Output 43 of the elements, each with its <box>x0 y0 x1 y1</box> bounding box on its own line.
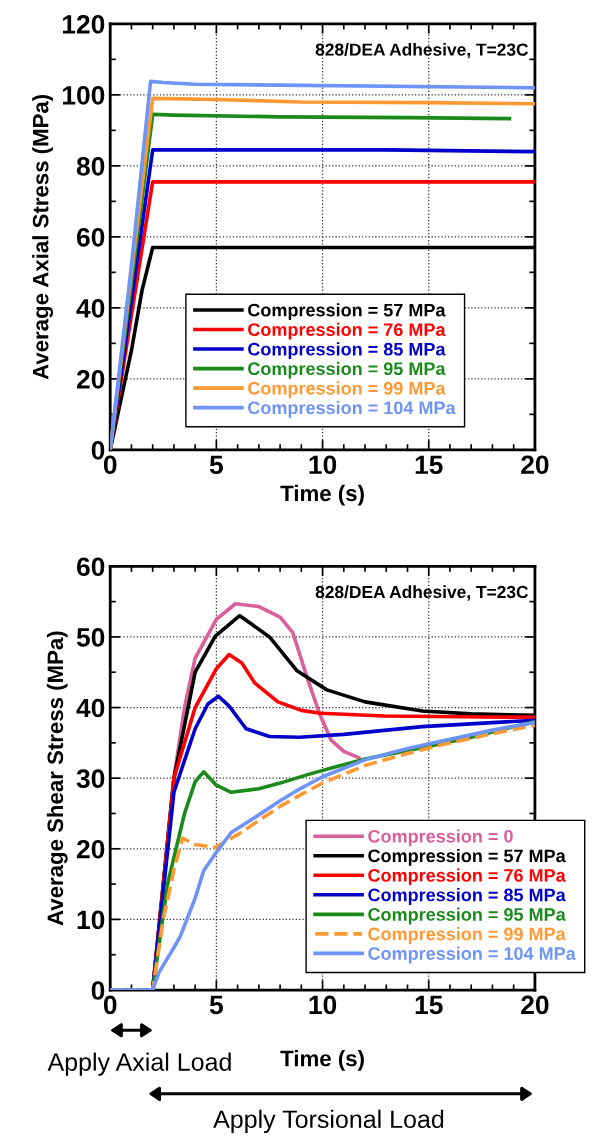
y-tick-label: 40 <box>76 698 105 718</box>
x-tick-label: 20 <box>521 455 549 475</box>
y-tick-label: 0 <box>91 440 105 460</box>
text: Apply Axial Load <box>47 1052 231 1076</box>
annotation: 828/DEA Adhesive, T=23C <box>315 43 529 59</box>
text: Apply Torsional Load <box>213 1109 444 1134</box>
legend-label: Compression = 95 MPa <box>368 907 566 925</box>
x-tick-label: 15 <box>415 455 443 475</box>
y-tick-label: 120 <box>62 14 105 34</box>
legend-label: Compression = 76 MPa <box>248 322 446 340</box>
x-tick-label: 5 <box>209 995 223 1015</box>
legend-label: Compression = 85 MPa <box>368 888 566 905</box>
y-tick-label: 10 <box>77 910 105 930</box>
y-tick-label: 20 <box>76 839 105 859</box>
legend-label: Compression = 85 MPa <box>248 342 446 360</box>
x-tick-label: 10 <box>309 455 337 475</box>
y-tick-label: 40 <box>76 298 105 318</box>
y-tick-label: 30 <box>76 769 105 789</box>
legend-label: Compression = 99 MPa <box>368 927 566 944</box>
annotation: 828/DEA Adhesive, T=23C <box>315 585 529 601</box>
legend-label: Compression = 0 <box>368 829 513 847</box>
y-axis-title: Average Axial Stress (MPa) <box>32 94 53 380</box>
x-tick-label: 10 <box>309 995 337 1015</box>
legend-label: Compression = 95 MPa <box>248 361 446 379</box>
y-tick-label: 0 <box>91 981 105 1000</box>
x-tick-label: 15 <box>415 995 443 1015</box>
legend-label: Compression = 104 MPa <box>248 400 456 418</box>
legend-label: Compression = 57 MPa <box>248 303 446 321</box>
y-tick-label: 100 <box>62 85 105 105</box>
x-tick-label: 20 <box>521 995 549 1015</box>
legend-label: Compression = 57 MPa <box>368 848 566 866</box>
y-tick-label: 80 <box>76 156 105 176</box>
y-tick-label: 60 <box>76 227 105 247</box>
y-axis-title: Average Shear Stress (MPa) <box>46 631 68 926</box>
x-tick-label: 5 <box>209 455 223 475</box>
legend-label: Compression = 99 MPa <box>248 381 446 399</box>
y-tick-label: 60 <box>76 557 105 577</box>
y-tick-label: 20 <box>76 369 105 389</box>
legend-label: Compression = 76 MPa <box>368 868 566 886</box>
legend-label: Compression = 104 MPa <box>368 946 576 964</box>
x-axis-title: Time (s) <box>280 1050 364 1071</box>
x-axis-title: Time (s) <box>280 484 364 506</box>
y-tick-label: 50 <box>76 628 105 647</box>
